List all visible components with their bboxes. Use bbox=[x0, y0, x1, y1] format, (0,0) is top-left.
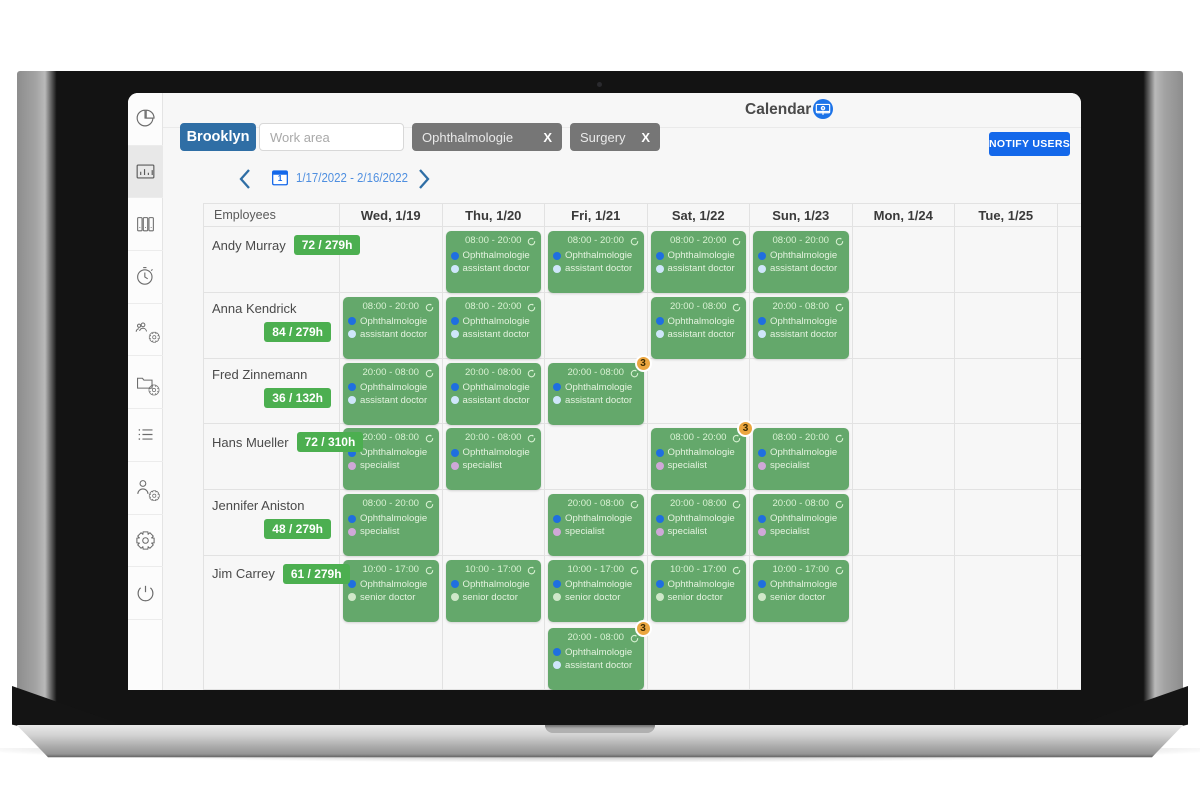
svg-text:1: 1 bbox=[278, 174, 283, 183]
